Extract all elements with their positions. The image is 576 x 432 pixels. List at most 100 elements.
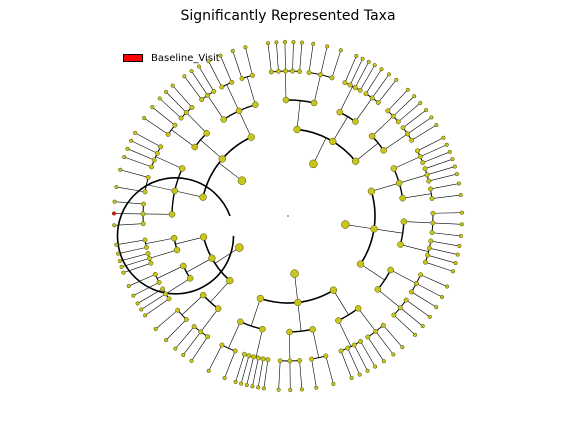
branch-family-0-1-1-0 xyxy=(159,98,182,119)
node-family-2-1-0-0 xyxy=(430,210,436,216)
node-order-1-2-0 xyxy=(368,132,376,140)
node-class-4-0 xyxy=(226,277,234,285)
node-family-3-2-1-1 xyxy=(219,342,225,348)
branch-order-0-2-2 xyxy=(246,76,256,105)
node-family-2-1-0-1 xyxy=(430,220,436,226)
node-family-2-1-1-0 xyxy=(428,238,434,244)
node-order-3-1-0 xyxy=(309,326,316,333)
node-family-0-0-2-2 xyxy=(154,150,160,156)
branch-class-0-1 xyxy=(200,139,223,160)
arc-class-4 xyxy=(202,236,231,282)
branch-order-2-0-0 xyxy=(393,156,421,169)
node-family-1-1-1-1 xyxy=(369,95,375,101)
branch-family-1-0-1-2 xyxy=(331,50,342,78)
node-class-2-1 xyxy=(370,225,378,233)
node-family-0-2-2-0 xyxy=(239,76,245,81)
branch-class-1-0 xyxy=(296,100,301,130)
node-order-0-1-0 xyxy=(191,143,199,151)
node-genus-0-0-2-1 xyxy=(125,146,130,151)
node-family-1-0-0-4 xyxy=(297,69,303,74)
branch-family-4-0-0-0 xyxy=(191,336,208,361)
node-phylum-1 xyxy=(309,159,318,169)
node-genus-3-0-1-1 xyxy=(365,368,370,373)
branch-family-3-2-0-4 xyxy=(240,355,250,384)
node-genus-2-1-1-1 xyxy=(455,252,460,257)
node-family-2-0-0-0 xyxy=(415,148,420,154)
node-family-1-1-0-0 xyxy=(342,80,348,86)
node-genus-3-0-0-1 xyxy=(391,352,396,357)
node-order-4-1-1 xyxy=(180,262,187,270)
node-genus-0-2-0-1 xyxy=(189,69,194,74)
branch-family-1-1-0-2 xyxy=(354,61,369,88)
branch-family-2-1-1-1 xyxy=(429,247,458,255)
branch-family-2-0-1-2 xyxy=(428,173,457,182)
branch-order-3-2-0 xyxy=(255,329,263,358)
node-genus-0-0-2-3 xyxy=(133,130,138,135)
node-family-4-2-0-1 xyxy=(146,255,152,261)
branch-order-2-0-2 xyxy=(402,193,432,199)
node-family-3-1-1-2 xyxy=(277,358,283,364)
branch-family-3-2-0-2 xyxy=(252,357,259,387)
branch-family-0-0-2-0 xyxy=(124,156,152,168)
node-genus-3-2-0-3 xyxy=(244,382,249,388)
legend-swatch-baseline-visit xyxy=(123,54,143,62)
branch-family-2-0-2-1 xyxy=(431,194,461,199)
node-family-0-1-0-0 xyxy=(165,131,171,137)
node-class-0-1 xyxy=(218,155,226,163)
node-family-2-0-1-2 xyxy=(426,178,432,184)
node-family-2-0-0-1 xyxy=(417,154,423,160)
branch-family-2-1-0-1 xyxy=(432,222,462,225)
branch-order-0-2-1 xyxy=(226,84,240,111)
node-family-0-1-1-0 xyxy=(178,115,184,121)
branch-family-4-2-1-1 xyxy=(116,239,146,246)
node-genus-1-0-0-4 xyxy=(299,40,305,45)
branch-order-4-0-1 xyxy=(181,294,204,316)
branch-family-0-0-2-2 xyxy=(130,140,158,154)
node-family-2-0-1-0 xyxy=(422,166,428,172)
node-family-3-2-0-4 xyxy=(246,353,252,359)
branch-family-0-0-1-1 xyxy=(120,169,149,178)
root-node xyxy=(287,215,289,217)
node-genus-1-2-1-2 xyxy=(434,123,439,128)
node-genus-4-0-1-1 xyxy=(153,326,158,332)
branch-order-1-2-1 xyxy=(383,133,408,151)
branch-family-3-2-1-0 xyxy=(224,350,236,379)
branch-order-4-2-1 xyxy=(145,237,175,244)
branch-family-0-1-0-0 xyxy=(144,117,169,135)
node-genus-3-2-0-2 xyxy=(250,384,255,389)
node-genus-1-2-0-2 xyxy=(418,100,423,106)
branch-class-2-2 xyxy=(360,263,385,281)
node-genus-1-0-0-3 xyxy=(291,40,296,45)
branch-family-0-0-2-1 xyxy=(127,148,155,161)
node-genus-3-0-0-0 xyxy=(400,345,405,350)
node-order-4-1-0 xyxy=(186,275,194,282)
branch-class-0-0 xyxy=(174,190,204,198)
branch-family-0-2-0-1 xyxy=(191,71,208,96)
branch-family-1-0-0-1 xyxy=(276,42,279,72)
branch-family-3-0-1-0 xyxy=(360,341,376,367)
node-order-0-0-0 xyxy=(168,211,176,218)
node-family-2-2-1-1 xyxy=(397,305,403,311)
branch-family-0-1-1-1 xyxy=(165,91,187,113)
branch-family-4-1-0-0 xyxy=(145,298,170,316)
branch-class-1-2 xyxy=(355,142,379,162)
node-genus-0-2-0-2 xyxy=(196,64,202,69)
node-class-1-0 xyxy=(293,125,301,134)
node-order-4-0-1 xyxy=(199,291,207,299)
node-genus-4-2-0-1 xyxy=(119,264,124,269)
node-genus-1-0-0-1 xyxy=(274,40,279,45)
node-family-4-0-1-0 xyxy=(183,316,189,322)
branch-class-4-1 xyxy=(186,257,213,273)
branch-family-1-0-1-0 xyxy=(308,43,314,73)
branch-order-2-2-1 xyxy=(377,289,401,308)
branch-order-3-0-0 xyxy=(357,308,377,332)
node-genus-4-1-1-0 xyxy=(131,293,136,298)
branch-family-2-2-1-2 xyxy=(393,314,416,336)
node-order-4-2-1 xyxy=(170,234,178,242)
node-genus-3-2-1-0 xyxy=(222,375,227,381)
branch-family-3-2-1-1 xyxy=(208,344,223,371)
branch-family-4-0-0-2 xyxy=(175,326,195,349)
branch-family-3-1-0-0 xyxy=(325,355,334,385)
node-class-3-1 xyxy=(294,298,302,307)
node-genus-0-2-0-0 xyxy=(182,74,187,79)
